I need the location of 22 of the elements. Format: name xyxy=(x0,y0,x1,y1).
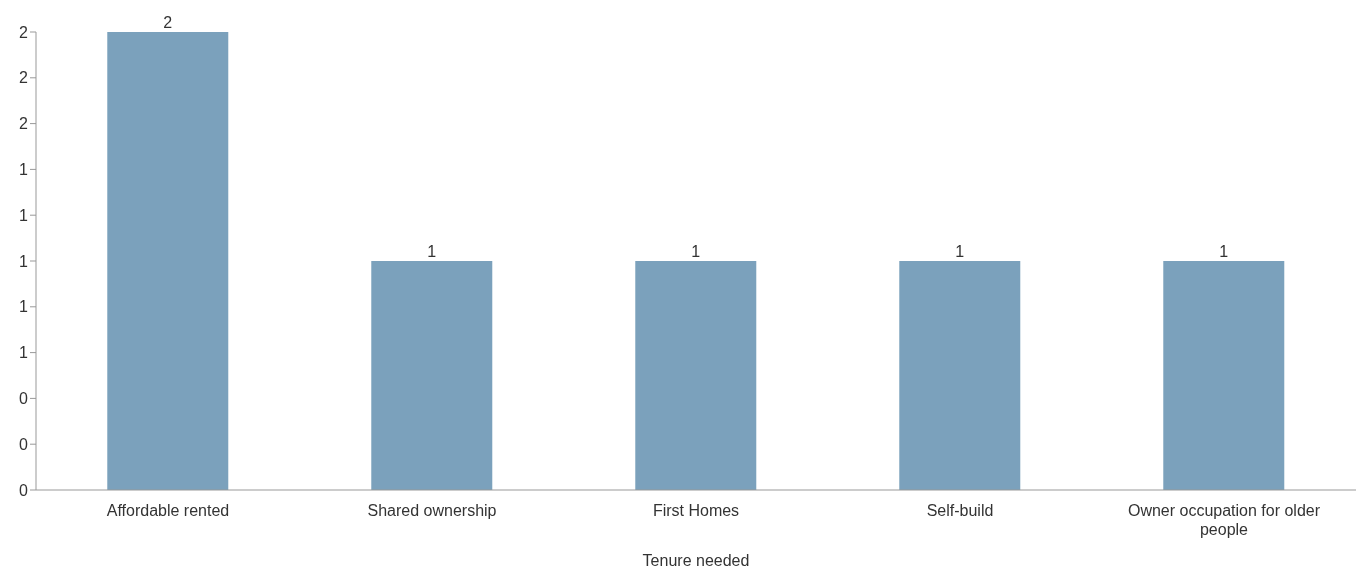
data-label: 1 xyxy=(427,243,437,260)
y-tick-label: 1 xyxy=(19,206,29,224)
y-tick-label: 2 xyxy=(19,69,29,87)
y-tick-label: 2 xyxy=(19,115,29,133)
x-tick-label: Affordable rented xyxy=(106,502,230,519)
y-tick-label: 0 xyxy=(19,390,29,408)
y-tick-label: 2 xyxy=(19,23,29,41)
y-tick-label: 0 xyxy=(19,481,29,499)
y-tick-label: 1 xyxy=(19,344,29,362)
data-label: 1 xyxy=(955,243,965,260)
x-tick-label: Shared ownership xyxy=(367,502,497,519)
y-tick-label: 1 xyxy=(19,252,29,270)
y-tick-label: 1 xyxy=(19,298,29,316)
y-tick-label: 1 xyxy=(19,161,29,179)
data-label: 1 xyxy=(1219,243,1229,260)
data-label: 2 xyxy=(163,14,173,31)
x-tick-label: First Homes xyxy=(652,502,740,519)
x-tick-label: Owner occupation for older people xyxy=(1127,502,1321,538)
x-tick-label: Self-build xyxy=(926,502,994,519)
y-tick-label: 0 xyxy=(19,435,29,453)
data-label: 1 xyxy=(691,243,701,260)
x-axis-title: Tenure needed xyxy=(642,552,750,569)
